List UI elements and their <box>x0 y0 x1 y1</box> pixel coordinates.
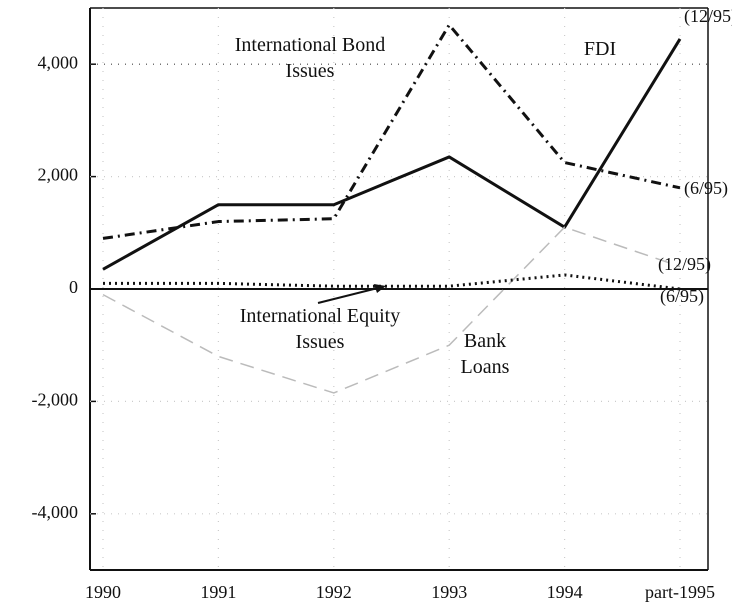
y-tick-label: 2,000 <box>38 165 79 185</box>
series-label: Bank Loans <box>460 330 510 378</box>
series-label: FDI <box>583 38 617 60</box>
x-tick-label: 1990 <box>85 582 121 602</box>
end-label: (6/95) <box>684 178 728 199</box>
x-tick-label: part-1995 <box>645 582 715 602</box>
y-tick-label: 0 <box>69 277 78 297</box>
x-tick-label: 1992 <box>316 582 352 602</box>
end-label: (6/95) <box>660 286 704 307</box>
series-line <box>102 38 682 271</box>
series-label: International Bond Issues <box>234 34 386 82</box>
series-line <box>102 226 681 394</box>
end-label: (12/95) <box>684 6 732 27</box>
x-tick-label: 1994 <box>547 582 583 602</box>
y-tick-label: 4,000 <box>38 52 79 72</box>
x-tick-label: 1993 <box>431 582 467 602</box>
x-tick-label: 1991 <box>200 582 236 602</box>
series-label: International Equity Issues <box>239 305 401 353</box>
end-label: (12/95) <box>658 254 711 275</box>
series-line <box>103 273 681 291</box>
series-line <box>102 23 681 240</box>
y-tick-label: -2,000 <box>32 390 79 410</box>
y-tick-label: -4,000 <box>32 502 79 522</box>
